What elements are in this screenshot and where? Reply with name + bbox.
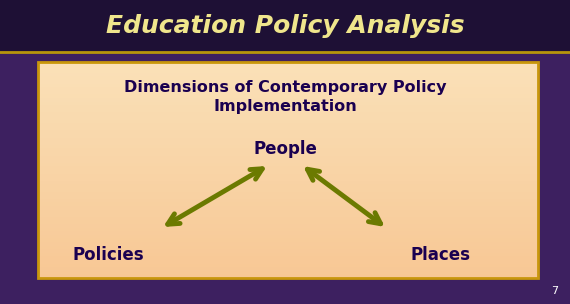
Bar: [38, 199, 538, 203]
Bar: [38, 220, 538, 224]
Bar: [38, 188, 538, 192]
Bar: [38, 84, 538, 88]
Bar: [38, 209, 538, 214]
Bar: [38, 145, 538, 149]
Bar: [38, 163, 538, 167]
Bar: [38, 95, 538, 98]
Bar: [38, 267, 538, 271]
Text: 7: 7: [551, 286, 558, 296]
Bar: [38, 73, 538, 77]
Bar: [38, 228, 538, 232]
Bar: [38, 141, 538, 145]
Bar: [38, 174, 538, 178]
Bar: [38, 170, 538, 174]
Bar: [38, 202, 538, 206]
Bar: [38, 152, 538, 156]
Bar: [38, 235, 538, 239]
Bar: [38, 130, 538, 134]
Bar: [38, 217, 538, 221]
Bar: [38, 98, 538, 102]
Bar: [38, 206, 538, 210]
Bar: [38, 256, 538, 261]
Bar: [38, 177, 538, 181]
Bar: [38, 123, 538, 127]
Bar: [38, 105, 538, 109]
Bar: [38, 156, 538, 160]
Bar: [38, 116, 538, 120]
Bar: [38, 80, 538, 84]
Bar: [38, 192, 538, 196]
Bar: [38, 148, 538, 153]
Bar: [38, 231, 538, 235]
Bar: [38, 109, 538, 113]
Bar: [38, 253, 538, 257]
Text: Places: Places: [410, 246, 470, 264]
Bar: [38, 91, 538, 95]
Bar: [38, 76, 538, 81]
Bar: [38, 62, 538, 278]
Bar: [38, 119, 538, 124]
Text: Policies: Policies: [72, 246, 144, 264]
Bar: [38, 195, 538, 199]
Bar: [38, 213, 538, 217]
Bar: [0, 0, 570, 52]
Bar: [38, 246, 538, 250]
Bar: [38, 112, 538, 116]
Bar: [38, 69, 538, 73]
Bar: [38, 159, 538, 163]
Bar: [38, 249, 538, 253]
Bar: [38, 102, 538, 106]
Bar: [38, 271, 538, 275]
Bar: [38, 138, 538, 142]
Bar: [38, 62, 538, 66]
Bar: [38, 260, 538, 264]
Bar: [38, 87, 538, 91]
Text: Dimensions of Contemporary Policy
Implementation: Dimensions of Contemporary Policy Implem…: [124, 80, 446, 114]
Bar: [38, 264, 538, 268]
Text: Education Policy Analysis: Education Policy Analysis: [105, 14, 465, 38]
Bar: [38, 275, 538, 278]
Bar: [38, 181, 538, 185]
Text: People: People: [253, 140, 317, 158]
Bar: [38, 242, 538, 246]
Bar: [38, 166, 538, 171]
Bar: [38, 185, 538, 188]
Bar: [38, 127, 538, 131]
Bar: [38, 66, 538, 70]
Bar: [38, 238, 538, 243]
Bar: [38, 134, 538, 138]
Bar: [38, 224, 538, 228]
